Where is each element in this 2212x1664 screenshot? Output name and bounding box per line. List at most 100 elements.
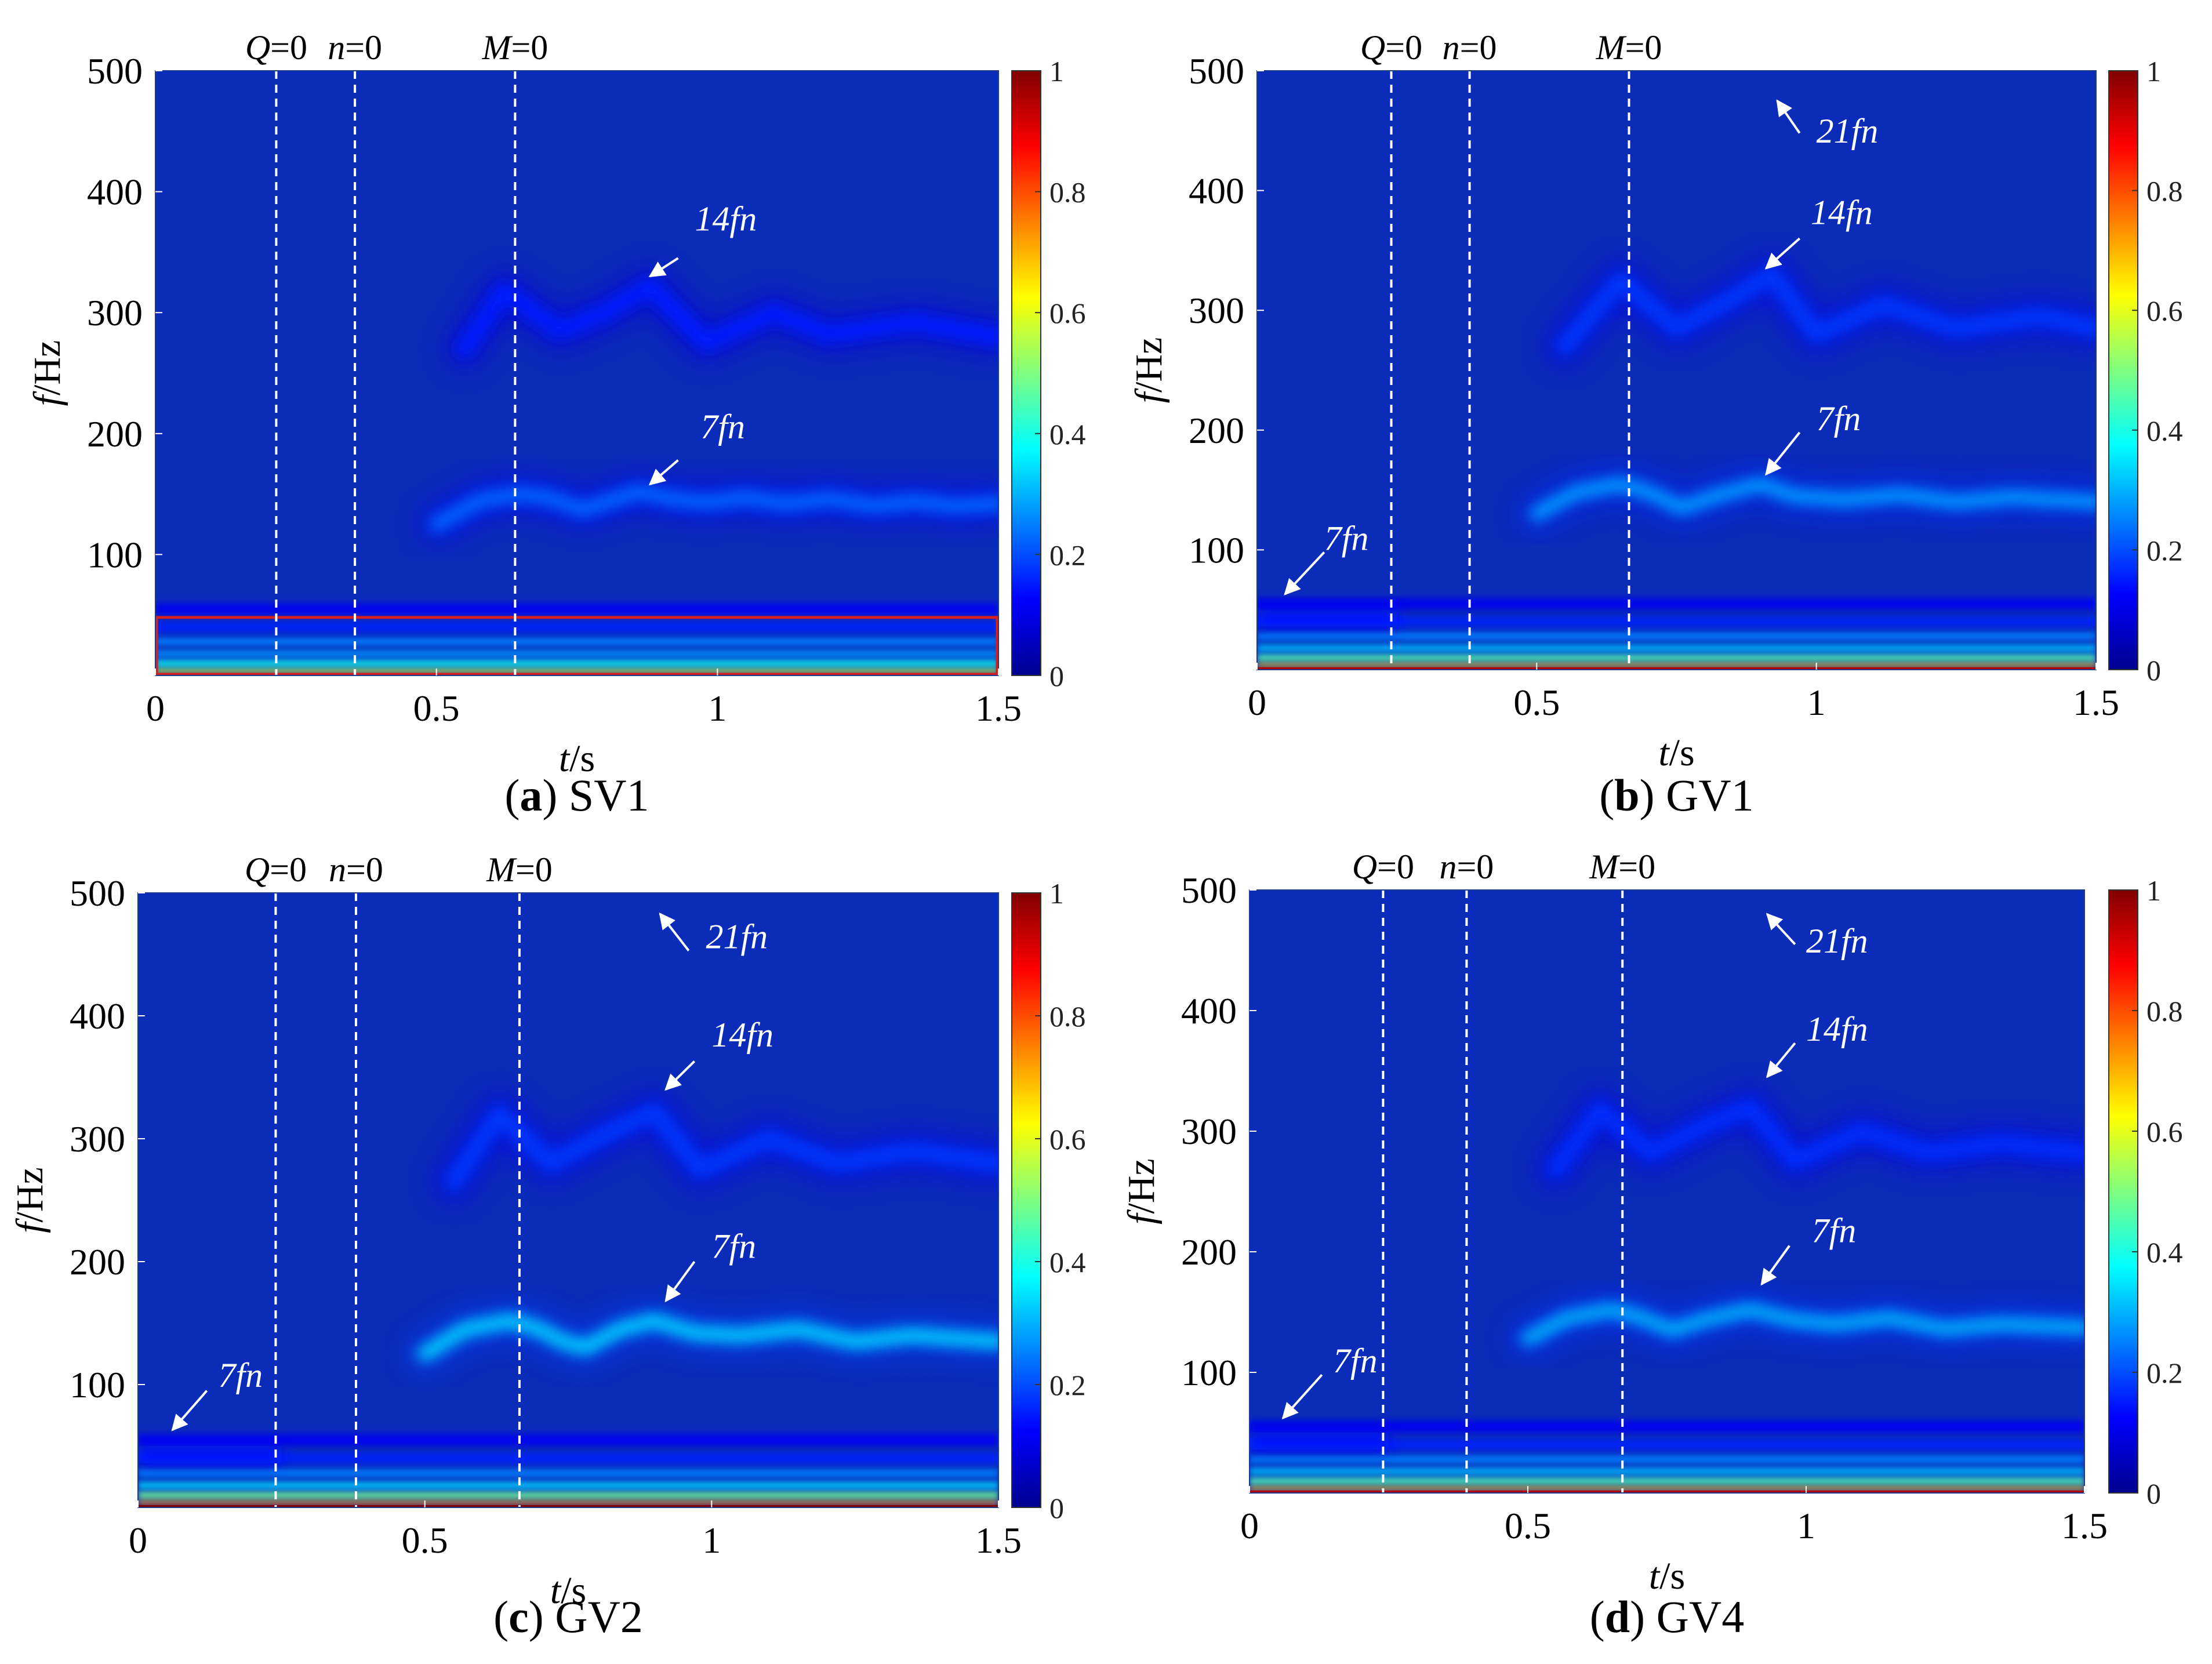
low-frequency-band: [155, 659, 998, 667]
low-frequency-band: [1257, 644, 2096, 652]
annotation-label: 7fn: [1817, 399, 1861, 438]
event-label: n=0: [329, 851, 383, 889]
y-axis-label: f/Hz: [9, 1167, 51, 1233]
colorbar-tick-label: 0.6: [1049, 297, 1086, 329]
y-tick-label: 200: [70, 1241, 125, 1282]
event-label: M=0: [486, 851, 553, 889]
annotation-label: 21fn: [1806, 922, 1868, 960]
low-frequency-band: [1250, 1485, 2084, 1491]
x-tick-label: 1: [1797, 1505, 1815, 1546]
y-tick-label: 500: [70, 873, 125, 914]
y-tick-label: 100: [1189, 529, 1244, 571]
low-frequency-band: [1250, 1477, 2084, 1485]
annotation-arrow: [1764, 237, 1801, 270]
event-label: n=0: [328, 28, 382, 67]
low-frequency-band: [155, 650, 998, 657]
x-tick-label: 1.5: [975, 1520, 1022, 1561]
colorbar: [1011, 892, 1041, 1508]
low-frequency-band: [1257, 616, 2096, 627]
y-tick-label: 400: [87, 172, 143, 213]
low-frequency-band: [1257, 598, 2096, 610]
low-frequency-band: [138, 1500, 998, 1505]
annotation-arrow: [1766, 1042, 1796, 1078]
low-frequency-band: [138, 1469, 998, 1478]
panel-d: Q=0 n=0 M=0 21fn 14fn 7fn 7fn 0 0.5 1 1.5 100 200 300…: [1120, 848, 2183, 1642]
panel-caption: (c) GV2: [493, 1592, 643, 1642]
heatmap-background: [155, 71, 998, 675]
colorbar-tick-label: 0.8: [2146, 175, 2183, 208]
y-tick-label: 300: [70, 1118, 125, 1160]
annotation-label: 7fn: [1333, 1342, 1378, 1380]
colorbar-tick-label: 1: [2146, 55, 2161, 88]
colorbar-tick-label: 0.2: [2146, 1357, 2183, 1389]
low-frequency-band: [1250, 1467, 2084, 1475]
colorbar-tick-label: 0: [2146, 654, 2161, 686]
event-label: n=0: [1439, 848, 1494, 886]
x-tick-label: 1: [708, 688, 727, 729]
y-tick-label: 200: [1181, 1231, 1237, 1273]
x-tick-label: 0.5: [402, 1520, 448, 1561]
ridge-7fn: [1529, 477, 2096, 521]
panel-a: Q=0 n=0 M=0 14fn 7fn 0 0.5 1 1.5 100 200 300 400 500 t…: [26, 28, 1086, 820]
annotation-arrow: [659, 912, 690, 951]
x-tick-label: 0: [129, 1520, 147, 1561]
x-axis-label: t/s: [1649, 1555, 1685, 1597]
annotation-arrow: [1766, 913, 1796, 945]
annotation-arrow: [1776, 99, 1801, 134]
ridge-14fn: [456, 277, 998, 358]
annotation-arrow: [1281, 1374, 1323, 1420]
y-tick-label: 200: [1189, 410, 1244, 451]
colorbar-tick-label: 0: [2146, 1477, 2161, 1510]
x-tick-label: 0: [146, 688, 165, 729]
x-tick-label: 0.5: [413, 688, 460, 729]
colorbar-tick-label: 0: [1049, 660, 1064, 692]
panel-b: Q=0 n=0 M=0 21fn 14fn 7fn 7fn 0 0.5 1 1.5 100 200 300…: [1128, 28, 2183, 820]
low-frequency-band: [1250, 1439, 2084, 1451]
colorbar: [2108, 70, 2138, 670]
low-frequency-band: [155, 602, 998, 615]
annotation-label: 7fn: [219, 1356, 263, 1394]
event-label: M=0: [1589, 848, 1655, 886]
colorbar-tick-label: 0.6: [2146, 295, 2183, 327]
event-label: M=0: [481, 28, 548, 67]
annotation-arrow: [664, 1260, 696, 1303]
x-axis-label: t/s: [559, 737, 595, 780]
y-tick-label: 400: [70, 996, 125, 1037]
y-tick-label: 300: [1181, 1111, 1237, 1152]
colorbar-tick-label: 0.2: [1049, 539, 1086, 571]
colorbar-tick-label: 0: [1049, 1492, 1064, 1524]
ridge-7fn: [1520, 1302, 2084, 1346]
colorbar-tick-label: 0.4: [1049, 418, 1086, 450]
panel-caption: (b) GV1: [1599, 770, 1754, 820]
low-frequency-band: [155, 622, 998, 633]
y-axis-label: f/Hz: [1128, 337, 1170, 404]
axes-frame: [1249, 889, 2085, 1494]
y-axis-label: f/Hz: [26, 340, 68, 406]
annotation-arrow: [171, 1390, 208, 1432]
heatmap-layers: [155, 266, 998, 675]
colorbar-tick-label: 0.8: [1049, 1000, 1086, 1033]
colorbar-tick-label: 0.2: [2146, 534, 2183, 566]
annotation-label: 14fn: [1806, 1010, 1868, 1048]
x-tick-label: 1.5: [2061, 1505, 2108, 1546]
annotation-label: 14fn: [711, 1016, 773, 1054]
colorbar-tick-label: 0.8: [2146, 995, 2183, 1027]
heatmap-background: [1250, 890, 2084, 1493]
x-tick-label: 1: [1807, 682, 1826, 723]
heatmap-layers: [138, 1091, 998, 1507]
event-label: Q=0: [1360, 28, 1422, 67]
annotation-arrow: [648, 257, 679, 278]
heatmap-background: [1257, 71, 2096, 670]
heatmap-background: [138, 893, 998, 1507]
low-frequency-band: [1250, 1490, 2084, 1493]
y-tick-label: 500: [87, 50, 143, 92]
early-harmonic-band: [1257, 609, 1397, 627]
panel-caption: (d) GV4: [1590, 1592, 1745, 1642]
y-axis-label: f/Hz: [1120, 1158, 1163, 1225]
colorbar-tick-label: 0.8: [1049, 176, 1086, 209]
event-label: Q=0: [1352, 848, 1414, 886]
early-harmonic-band: [1250, 1433, 1389, 1450]
annotation-label: 14fn: [1811, 193, 1873, 231]
annotation-label: 7fn: [700, 408, 745, 446]
x-tick-label: 0: [1240, 1505, 1259, 1546]
